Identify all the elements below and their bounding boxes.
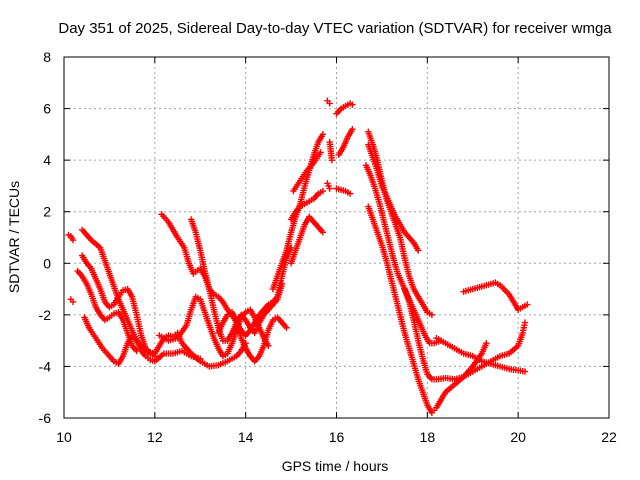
data-point bbox=[283, 324, 290, 331]
data-point bbox=[319, 187, 327, 195]
chart-title: Day 351 of 2025, Sidereal Day-to-day VTE… bbox=[58, 20, 612, 37]
x-tick-label: 14 bbox=[238, 429, 254, 445]
data-point bbox=[133, 347, 140, 355]
x-tick-label: 20 bbox=[510, 429, 526, 445]
y-tick-label: -6 bbox=[39, 410, 52, 426]
series-s16 bbox=[326, 138, 336, 164]
data-point bbox=[319, 229, 327, 236]
data-point bbox=[521, 319, 529, 326]
series-s27 bbox=[433, 334, 529, 375]
data-point bbox=[69, 298, 77, 306]
data-point bbox=[326, 185, 333, 192]
y-tick-labels: -6 -4 -2 0 2 4 6 8 bbox=[39, 49, 52, 426]
series-s1 bbox=[65, 231, 77, 244]
y-tick-label: -2 bbox=[39, 307, 52, 323]
data-point bbox=[428, 311, 436, 319]
x-tick-label: 12 bbox=[147, 429, 163, 445]
x-axis-label: GPS time / hours bbox=[282, 458, 389, 474]
data-point bbox=[349, 126, 356, 133]
series-s4 bbox=[78, 252, 159, 360]
data-point bbox=[278, 280, 286, 288]
x-tick-labels: 10 12 14 16 18 20 22 bbox=[56, 429, 617, 445]
series-s25 bbox=[401, 285, 529, 383]
series-s8 bbox=[187, 216, 286, 344]
data-point bbox=[415, 247, 422, 254]
grid-lines bbox=[64, 57, 609, 418]
series-s22 bbox=[365, 141, 422, 254]
data-point bbox=[197, 355, 204, 362]
plot-frame bbox=[63, 56, 610, 419]
x-tick-label: 10 bbox=[56, 429, 72, 445]
data-point bbox=[69, 236, 77, 244]
series-s14 bbox=[287, 213, 327, 267]
series-s9 bbox=[156, 293, 272, 360]
data-point bbox=[349, 101, 356, 108]
y-axis-label: SDTVAR / TECUs bbox=[6, 181, 22, 293]
data-point bbox=[319, 131, 327, 138]
y-tick-label: 8 bbox=[43, 49, 51, 65]
series-s24 bbox=[365, 203, 438, 417]
series-s19 bbox=[335, 126, 356, 159]
series-s17 bbox=[324, 180, 333, 192]
series-s6 bbox=[74, 267, 140, 355]
x-tick-label: 22 bbox=[601, 429, 617, 445]
series-s10 bbox=[215, 309, 290, 365]
y-tick-label: 0 bbox=[43, 255, 51, 271]
y-tick-label: 2 bbox=[43, 204, 51, 220]
data-point bbox=[483, 340, 490, 347]
y-tick-label: -4 bbox=[39, 358, 52, 374]
data-points bbox=[65, 97, 531, 417]
series-s5 bbox=[81, 314, 204, 368]
data-point bbox=[346, 190, 354, 197]
x-tick-label: 18 bbox=[420, 429, 436, 445]
data-point bbox=[317, 149, 324, 156]
series-s28 bbox=[460, 279, 531, 313]
y-tick-label: 4 bbox=[43, 152, 51, 168]
series-s13 bbox=[290, 149, 324, 195]
series-s12 bbox=[287, 187, 327, 223]
data-point bbox=[326, 100, 333, 107]
series-s15 bbox=[324, 97, 333, 107]
data-point bbox=[328, 156, 336, 164]
series-s20 bbox=[333, 185, 354, 197]
series-s18 bbox=[333, 100, 356, 117]
x-tick-label: 16 bbox=[329, 429, 345, 445]
data-point bbox=[524, 301, 531, 308]
data-point bbox=[521, 368, 529, 375]
y-tick-label: 6 bbox=[43, 101, 51, 117]
series-s2 bbox=[67, 296, 77, 306]
